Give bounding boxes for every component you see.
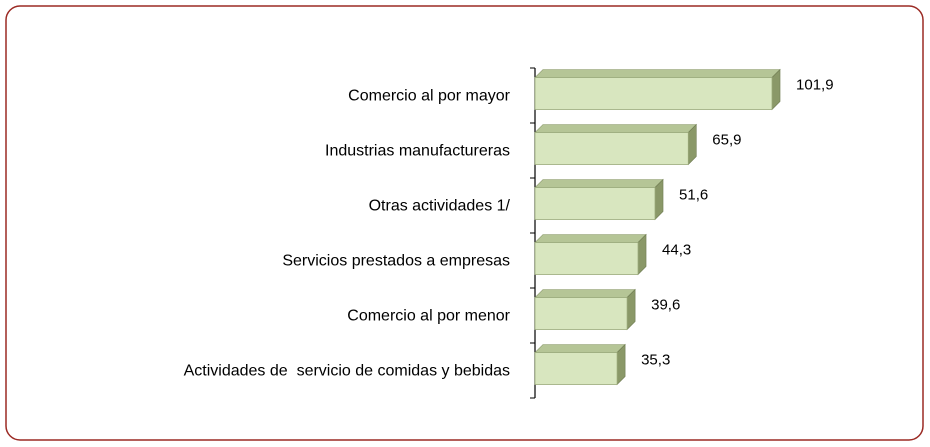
category-label: Otras actividades 1/ <box>369 198 511 215</box>
bar-top <box>534 234 647 243</box>
category-label: Comercio al por mayor <box>348 88 511 105</box>
category-label: Servicios prestados a empresas <box>282 253 510 270</box>
category-label: Industrias manufactureras <box>325 143 510 160</box>
category-label: Actividades de servicio de comidas y beb… <box>184 363 510 380</box>
bar-top <box>534 344 626 353</box>
bar <box>534 352 618 385</box>
category-label: Comercio al por menor <box>347 308 510 325</box>
bar-top <box>534 179 664 188</box>
frame <box>5 5 924 441</box>
value-label: 65,9 <box>712 131 741 148</box>
bar <box>534 77 773 110</box>
bar-top <box>534 124 698 133</box>
bar <box>534 297 628 330</box>
value-label: 101,9 <box>796 76 834 93</box>
bar <box>534 242 639 275</box>
bar <box>534 187 656 220</box>
bar <box>534 132 689 165</box>
value-label: 44,3 <box>662 241 691 258</box>
bar-top <box>534 289 636 298</box>
value-label: 35,3 <box>641 351 670 368</box>
value-label: 51,6 <box>679 186 708 203</box>
value-label: 39,6 <box>651 296 680 313</box>
bar-top <box>534 69 781 78</box>
